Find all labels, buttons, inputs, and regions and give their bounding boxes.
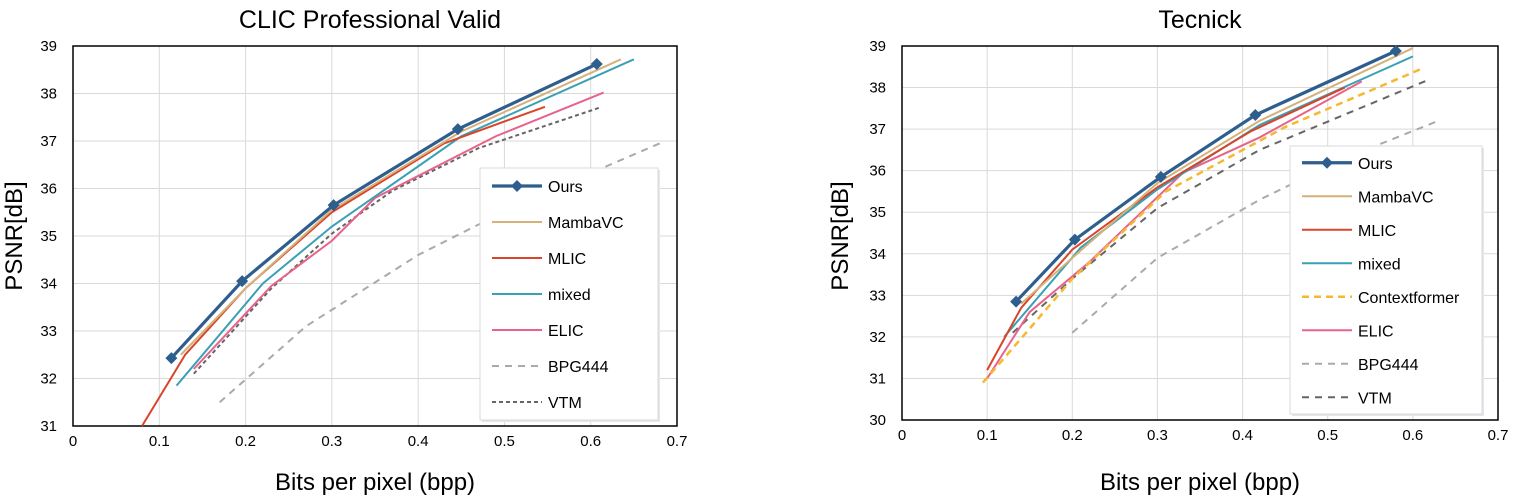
legend-label: Ours	[548, 179, 583, 196]
legend-label: BPG444	[548, 359, 609, 376]
chart-tecnick: Tecnick Bits per pixel (bpp) PSNR[dB] 0 0…	[827, 6, 1508, 496]
legend-marker	[511, 180, 523, 192]
legend-label: VTM	[1358, 390, 1392, 407]
x-tick-label: 0.6	[1402, 427, 1423, 444]
series-line-mixed	[175, 58, 635, 387]
data-point-marker	[165, 352, 178, 365]
legend-label: Contextformer	[1358, 290, 1460, 307]
y-axis-label: PSNR[dB]	[827, 181, 854, 290]
data-point-marker	[236, 275, 249, 288]
legend-label: mixed	[1358, 256, 1401, 273]
x-tick-label: 0.5	[494, 433, 515, 450]
series-line-elic	[986, 80, 1363, 379]
x-tick-label: 0.2	[1062, 427, 1083, 444]
legend-marker	[1321, 156, 1333, 169]
legend-label: ELIC	[1358, 323, 1394, 340]
x-tick-label: 0.7	[667, 433, 688, 450]
y-tick-label: 38	[40, 86, 57, 103]
data-point-marker	[590, 58, 603, 71]
chart-title: CLIC Professional Valid	[239, 6, 501, 34]
x-tick-label: 0.4	[1232, 427, 1253, 444]
x-tick-label: 0.1	[977, 427, 998, 444]
y-tick-label: 37	[40, 133, 57, 150]
y-tick-label: 33	[869, 287, 886, 304]
data-point-marker	[451, 123, 464, 136]
data-point-marker	[327, 199, 340, 212]
y-axis-label: PSNR[dB]	[1, 181, 28, 290]
x-tick-label: 0	[898, 427, 906, 444]
legend-label: MLIC	[1358, 223, 1396, 240]
y-tick-label: 37	[869, 121, 886, 138]
x-tick-label: 0.4	[408, 433, 429, 450]
x-tick-label: 0.3	[321, 433, 342, 450]
series-line-mixed	[1003, 55, 1414, 338]
legend-label: MambaVC	[1358, 189, 1434, 206]
legend-label: VTM	[548, 395, 582, 412]
y-tick-label: 32	[40, 371, 57, 388]
y-tick-label: 31	[869, 370, 886, 387]
x-tick-label: 0.2	[235, 433, 256, 450]
x-tick-label: 0.3	[1147, 427, 1168, 444]
x-tick-label: 0.7	[1488, 427, 1509, 444]
series-line-contextformer	[981, 67, 1422, 384]
data-point-marker	[1389, 44, 1402, 57]
series-line-vtm	[1012, 78, 1431, 334]
legend-box	[1289, 145, 1483, 415]
y-tick-label: 30	[869, 412, 886, 429]
data-point-marker	[1154, 170, 1167, 183]
y-tick-label: 39	[40, 38, 57, 55]
x-tick-label: 0.5	[1317, 427, 1338, 444]
y-tick-label: 35	[40, 228, 57, 245]
chart-title: Tecnick	[1158, 6, 1242, 34]
series-line-vtm	[193, 106, 600, 375]
legend-label: BPG444	[1358, 357, 1419, 374]
legend-label: MambaVC	[548, 215, 624, 232]
plot-frame	[72, 45, 678, 427]
legend-label: Ours	[1358, 156, 1393, 173]
x-tick-label: 0	[69, 433, 77, 450]
x-axis-label: Bits per pixel (bpp)	[275, 469, 475, 496]
y-tick-label: 34	[869, 246, 886, 263]
series-line-elic	[193, 91, 605, 370]
y-tick-label: 31	[40, 418, 57, 435]
legend-label: ELIC	[548, 323, 584, 340]
legend-label: mixed	[548, 287, 591, 304]
chart-clic: CLIC Professional Valid Bits per pixel (…	[1, 6, 687, 496]
data-point-marker	[1010, 295, 1023, 308]
x-axis-label: Bits per pixel (bpp)	[1100, 469, 1300, 496]
y-tick-label: 39	[869, 38, 886, 55]
y-tick-label: 38	[869, 80, 886, 97]
x-tick-label: 0.6	[580, 433, 601, 450]
series-line-mlic	[986, 86, 1346, 371]
y-tick-label: 34	[40, 276, 57, 293]
series-line-bpg444	[219, 142, 661, 404]
y-tick-label: 36	[40, 181, 57, 198]
legend-label: MLIC	[548, 251, 586, 268]
y-tick-label: 32	[869, 329, 886, 346]
y-tick-label: 36	[869, 163, 886, 180]
data-point-marker	[1249, 108, 1262, 121]
y-tick-label: 33	[40, 323, 57, 340]
series-line-mambavc	[1020, 47, 1414, 305]
y-tick-label: 35	[869, 204, 886, 221]
data-point-marker	[1068, 233, 1081, 246]
x-tick-label: 0.1	[149, 433, 170, 450]
series-line-mambavc	[180, 58, 622, 356]
plot-frame	[901, 45, 1499, 421]
